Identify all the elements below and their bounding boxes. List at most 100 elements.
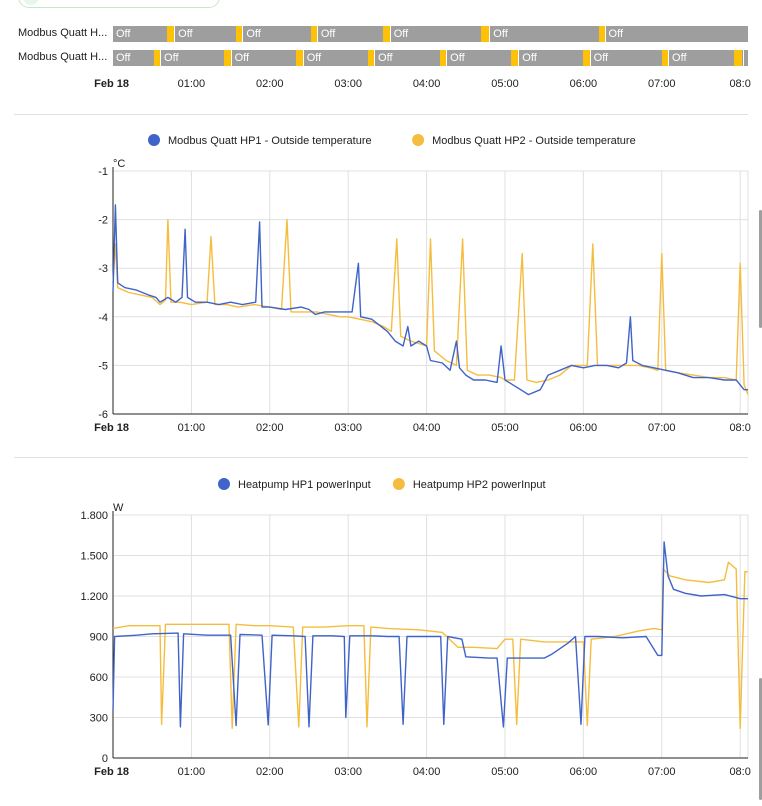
series-line-2[interactable] (112, 561, 748, 729)
segment-label: Off (306, 52, 322, 64)
x-tick-label: 02:00 (256, 422, 284, 434)
timeline-x-axis: Feb 18 01:00 02:00 03:00 04:00 05:00 06:00 07:0… (94, 78, 751, 90)
chart-legend: Modbus Quatt HP1 - Outside temperature Mo… (148, 134, 636, 147)
x-tick-label: 08:0 (729, 422, 750, 434)
section-divider (14, 457, 748, 458)
timeline-segment-off[interactable]: Off (230, 50, 296, 66)
y-tick-label: -1 (98, 166, 108, 178)
y-tick-label: 1.800 (80, 510, 108, 522)
x-tick-label: 05:00 (491, 422, 519, 434)
timeline-segment-off[interactable]: Off (242, 26, 312, 42)
x-tick-label: Feb 18 (94, 78, 129, 90)
segment-label: Off (450, 52, 465, 64)
y-tick-label: 600 (90, 672, 108, 684)
x-tick-label: 06:00 (570, 422, 598, 434)
grid-lines (112, 511, 749, 759)
y-tick-label: 1.500 (80, 551, 108, 563)
timeline-segment-off[interactable]: Off (160, 50, 225, 66)
series-line-1[interactable] (112, 541, 748, 728)
segment-label: Off (493, 28, 508, 40)
timeline-segment-on[interactable] (236, 26, 243, 42)
legend-item[interactable]: Modbus Quatt HP1 - Outside temperature (148, 134, 372, 147)
timeline-segment-on[interactable] (733, 50, 743, 66)
x-tick-label: 01:00 (178, 422, 206, 434)
y-tick-label: 300 (90, 713, 108, 725)
timeline-segment-off[interactable]: Off (113, 50, 154, 66)
timeline-segment-off[interactable]: Off (518, 50, 584, 66)
timeline-segment-on[interactable] (481, 26, 490, 42)
y-tick-label: -2 (98, 215, 108, 227)
x-tick-label: Feb 18 (94, 766, 129, 778)
timeline-segment-off[interactable]: Off (489, 26, 600, 42)
legend-marker (218, 478, 230, 490)
x-tick-label: 06:00 (570, 78, 598, 90)
scrollbar-thumb[interactable] (759, 210, 762, 328)
x-tick-label: 07:00 (648, 78, 676, 90)
legend-label: Heatpump HP1 powerInput (238, 479, 371, 491)
x-tick-label: 03:00 (334, 78, 362, 90)
timeline-segment-on[interactable] (153, 50, 161, 66)
timeline-segment-on[interactable] (599, 26, 605, 42)
x-tick-label: 05:00 (491, 766, 519, 778)
segment-label: Off (522, 52, 537, 64)
x-tick-label: 04:00 (413, 78, 441, 90)
scrollbar-thumb-lower[interactable] (759, 678, 762, 800)
timeline-segment-off[interactable]: Off (589, 50, 662, 66)
timeline-segment-on[interactable] (661, 50, 669, 66)
timeline-segment-on[interactable] (439, 50, 447, 66)
timeline-segment-on[interactable] (511, 50, 519, 66)
timeline-segment-on[interactable] (295, 50, 303, 66)
x-tick-label: 01:00 (178, 78, 206, 90)
timeline-segment-off[interactable]: Off (668, 50, 734, 66)
y-tick-label: -4 (98, 312, 108, 324)
section-divider (14, 114, 748, 115)
timeline-segment-off[interactable]: Off (174, 26, 237, 42)
y-tick-label: -5 (98, 360, 108, 372)
segment-label: Off (116, 52, 131, 64)
x-tick-label: 07:00 (648, 766, 676, 778)
x-tick-label: 05:00 (491, 78, 519, 90)
x-tick-label: 06:00 (570, 766, 598, 778)
timeline-segment-off[interactable]: Off (374, 50, 440, 66)
x-tick-label: 04:00 (413, 766, 441, 778)
segment-label: Off (246, 28, 261, 40)
legend-marker (392, 478, 405, 490)
timeline-segment-on[interactable] (167, 26, 175, 42)
timeline-segment-off[interactable] (742, 50, 748, 66)
state-timeline: Modbus Quatt H... Off Off Off Off Off Off Off … (0, 20, 762, 95)
segment-label: Off (378, 52, 393, 64)
legend-item[interactable]: Modbus Quatt HP2 - Outside temperature (412, 134, 636, 147)
x-tick-label: 03:00 (334, 422, 362, 434)
timeline-row-hp1[interactable]: Off Off Off Off Off Off Off (113, 26, 748, 42)
legend-item[interactable]: Heatpump HP2 powerInput (392, 478, 546, 491)
y-tick-label: 1.200 (80, 591, 108, 603)
legend-label: Modbus Quatt HP1 - Outside temperature (168, 135, 372, 147)
timeline-segment-on[interactable] (224, 50, 231, 66)
status-chip[interactable] (18, 0, 220, 8)
timeline-segment-off[interactable]: Off (604, 26, 748, 42)
y-axis-unit: W (113, 502, 124, 514)
timeline-row-hp2[interactable]: Off Off Off Off Off Off Off Off Off (113, 50, 748, 66)
timeline-segment-on[interactable] (583, 50, 590, 66)
legend-item[interactable]: Heatpump HP1 powerInput (218, 478, 371, 491)
timeline-segment-off[interactable]: Off (446, 50, 512, 66)
y-tick-label: 0 (102, 753, 108, 765)
segment-label: Off (116, 28, 131, 40)
timeline-segment-on[interactable] (311, 26, 317, 42)
timeline-segment-off[interactable]: Off (389, 26, 482, 42)
timeline-segment-off[interactable]: Off (113, 26, 168, 42)
series-line-2[interactable] (112, 218, 749, 395)
timeline-row-label: Modbus Quatt H... (18, 51, 108, 63)
timeline-segment-off[interactable]: Off (316, 26, 384, 42)
legend-label: Heatpump HP2 powerInput (413, 479, 546, 491)
x-tick-label: 02:00 (256, 78, 284, 90)
timeline-segment-on[interactable] (383, 26, 390, 42)
segment-label: Off (320, 28, 336, 40)
series-line-1[interactable] (112, 204, 748, 396)
segment-label: Off (593, 52, 609, 64)
x-tick-label: 02:00 (256, 766, 284, 778)
x-tick-label: 07:00 (648, 422, 676, 434)
timeline-segment-off[interactable]: Off (302, 50, 368, 66)
timeline-segment-on[interactable] (367, 50, 375, 66)
